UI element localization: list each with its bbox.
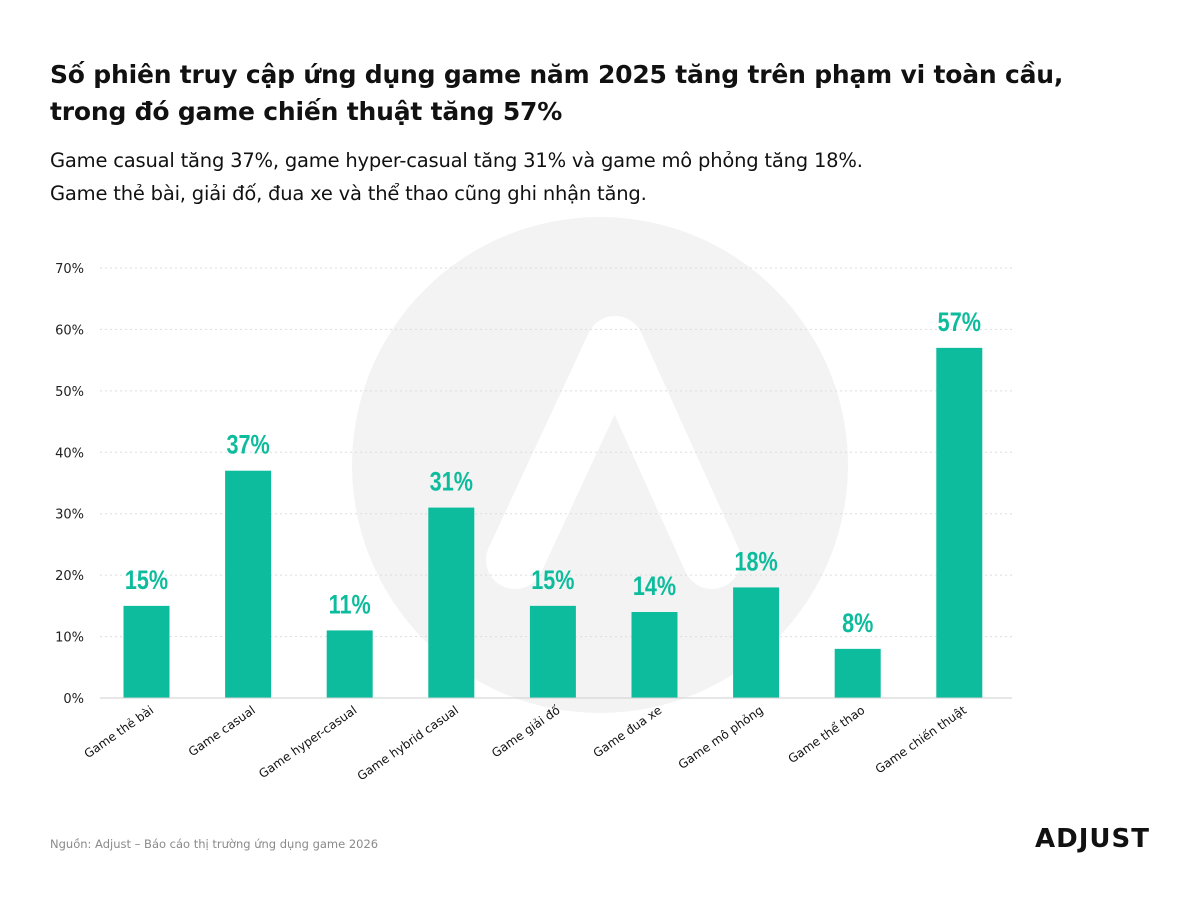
x-tick-label: Game thẻ bài xyxy=(82,703,157,761)
chart-subtitle: Game casual tăng 37%, game hyper-casual … xyxy=(50,144,1150,210)
data-label: 37% xyxy=(226,431,269,461)
data-labels: 15% 37% 11% 31% 15% 14% 18% 8% 57% xyxy=(125,308,981,639)
bars xyxy=(123,347,983,698)
bar xyxy=(428,507,475,698)
chart-title-line-1: Số phiên truy cập ứng dụng game năm 2025… xyxy=(50,60,1064,89)
chart-subtitle-line-2: Game thẻ bài, giải đố, đua xe và thể tha… xyxy=(50,182,647,205)
x-tick-label: Game chiến thuật xyxy=(873,703,970,776)
adjust-logo: ADJUST xyxy=(1035,824,1150,854)
bar xyxy=(936,347,983,698)
bar xyxy=(529,605,576,698)
y-tick-label: 30% xyxy=(55,508,84,523)
x-tick-label: Game mô phỏng xyxy=(676,703,766,772)
watermark-logo xyxy=(352,217,848,713)
data-label: 15% xyxy=(531,566,574,596)
x-tick-label: Game hyper-casual xyxy=(256,703,359,781)
y-tick-label: 60% xyxy=(55,323,84,338)
x-tick-label: Game casual xyxy=(186,703,258,759)
data-label: 18% xyxy=(734,547,777,577)
bar xyxy=(834,648,881,698)
y-tick-label: 20% xyxy=(55,569,84,584)
bar xyxy=(631,612,678,698)
data-label: 8% xyxy=(842,609,873,639)
data-label: 11% xyxy=(329,590,371,620)
data-label: 14% xyxy=(633,572,676,602)
bar xyxy=(225,470,272,698)
y-tick-label: 50% xyxy=(55,385,84,400)
y-axis-ticks: 0% 10% 20% 30% 40% 50% 60% 70% xyxy=(55,262,84,707)
y-tick-label: 0% xyxy=(63,692,84,707)
x-tick-label: Game thể thao xyxy=(786,703,868,766)
source-note: Nguồn: Adjust – Báo cáo thị trường ứng d… xyxy=(50,837,379,851)
data-label: 57% xyxy=(938,308,981,338)
chart-title: Số phiên truy cập ứng dụng game năm 2025… xyxy=(50,56,1150,130)
y-tick-label: 70% xyxy=(55,262,84,277)
chart-subtitle-line-1: Game casual tăng 37%, game hyper-casual … xyxy=(50,149,863,172)
y-tick-label: 10% xyxy=(55,631,84,646)
bar xyxy=(123,605,170,698)
x-tick-label: Game hybrid casual xyxy=(355,703,461,783)
bar xyxy=(733,587,780,698)
data-label: 31% xyxy=(430,467,473,497)
bar xyxy=(326,630,373,698)
y-tick-label: 40% xyxy=(55,446,84,461)
data-label: 15% xyxy=(125,566,168,596)
chart-title-line-2: trong đó game chiến thuật tăng 57% xyxy=(50,97,563,126)
x-tick-label: Game giải đố xyxy=(489,703,563,761)
